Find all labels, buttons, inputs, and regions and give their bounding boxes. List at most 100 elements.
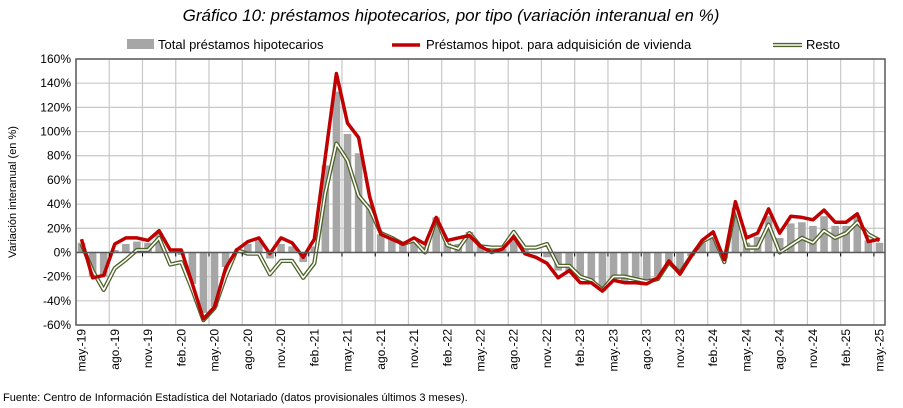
legend-label-total: Total préstamos hipotecarios (158, 37, 324, 52)
line-series (79, 71, 881, 323)
bar (354, 153, 363, 253)
x-tick-label: nov.-20 (274, 329, 288, 368)
bar (731, 207, 740, 253)
bar (277, 243, 285, 253)
x-tick-label: may.-22 (474, 329, 488, 372)
bar (543, 252, 551, 258)
y-axis-label: Variación interanual (en %) (7, 126, 19, 258)
chart-title: Gráfico 10: préstamos hipotecarios, por … (183, 6, 720, 25)
bar (133, 241, 141, 253)
bar (787, 223, 795, 253)
bar (476, 245, 485, 253)
y-tick-label: 40% (47, 197, 71, 211)
bar (99, 252, 108, 277)
bar (443, 242, 452, 253)
bar (665, 252, 673, 265)
bar (509, 233, 518, 253)
bar (620, 252, 629, 282)
legend: Total préstamos hipotecarios Préstamos hi… (127, 37, 840, 52)
gridlines (75, 58, 885, 326)
x-tick-label: nov.-21 (407, 329, 421, 368)
legend-swatch-total (127, 39, 154, 49)
x-tick-label: ago.-20 (241, 329, 255, 370)
x-tick-label: feb.-25 (839, 329, 853, 367)
x-tick-label: nov.-22 (540, 329, 554, 368)
axes: -60% -40% -20% 0% 20% 40% 60% 80% 100% 120% 140% 16… (40, 52, 886, 371)
x-tick-label: may.-21 (341, 329, 355, 372)
x-tick-label: ago.-19 (108, 329, 122, 370)
bar (764, 216, 773, 253)
bar (188, 252, 197, 284)
bar (809, 225, 817, 253)
y-tick-label: 20% (47, 221, 71, 235)
x-tick-label: ago.-23 (640, 329, 654, 370)
bar (266, 252, 274, 259)
bar (565, 252, 573, 272)
x-tick-label: may.-25 (872, 329, 886, 372)
bar (609, 252, 618, 282)
bar (221, 252, 230, 267)
x-tick-label: ago.-22 (507, 329, 521, 370)
bar (842, 225, 851, 253)
bar-series (77, 91, 884, 313)
bar (122, 243, 130, 253)
x-tick-label: feb.-23 (573, 329, 587, 367)
y-tick-label: 160% (40, 52, 71, 66)
bar (243, 243, 252, 253)
bar (376, 234, 385, 253)
bar (210, 252, 219, 307)
bar (875, 242, 884, 253)
legend-label-resto: Resto (806, 37, 840, 52)
bar (410, 240, 418, 253)
x-tick-label: nov.-23 (673, 329, 687, 368)
bar (310, 246, 319, 253)
bar (288, 246, 296, 253)
y-tick-label: 140% (40, 76, 71, 90)
bar (399, 243, 407, 253)
y-tick-label: -60% (43, 318, 71, 332)
x-tick-label: feb.-21 (307, 329, 321, 367)
x-tick-label: may.-20 (208, 329, 222, 372)
bar (365, 204, 374, 253)
x-tick-label: may.-23 (606, 329, 620, 372)
line-adquisicion-vivienda (79, 71, 880, 321)
bar (432, 217, 440, 253)
x-tick-label: nov.-24 (806, 329, 820, 368)
bar (598, 252, 607, 292)
x-tick-label: may.-19 (75, 329, 89, 372)
y-tick-label: 100% (40, 125, 71, 139)
bar (654, 252, 662, 277)
bar (388, 237, 396, 253)
y-tick-label: -20% (43, 270, 71, 284)
bar (332, 91, 341, 253)
bar (642, 252, 651, 282)
bar (465, 231, 474, 253)
bar (255, 240, 263, 253)
y-tick-label: 60% (47, 173, 71, 187)
x-tick-label: ago.-24 (773, 329, 787, 370)
x-tick-label: nov.-19 (141, 329, 155, 368)
bar (321, 165, 330, 253)
bar (676, 252, 684, 271)
y-tick-label: -40% (43, 294, 71, 308)
source-note: Fuente: Centro de Información Estadístic… (3, 392, 468, 404)
bar (88, 252, 97, 277)
bar (709, 236, 718, 253)
bar (587, 252, 596, 282)
x-tick-label: feb.-20 (174, 329, 188, 367)
y-tick-label: 80% (47, 149, 71, 163)
plot-border (75, 58, 886, 326)
x-tick-label: may.-24 (739, 329, 753, 372)
bar (199, 252, 208, 313)
bar (576, 252, 585, 276)
y-tick-label: 120% (40, 100, 71, 114)
x-tick-label: feb.-22 (440, 329, 454, 367)
y-tick-label: 0% (54, 245, 72, 259)
bar (110, 250, 119, 253)
bar (343, 133, 352, 253)
x-tick-label: feb.-24 (706, 329, 720, 367)
bar (631, 252, 640, 281)
bar (853, 216, 862, 253)
bar (820, 216, 828, 253)
